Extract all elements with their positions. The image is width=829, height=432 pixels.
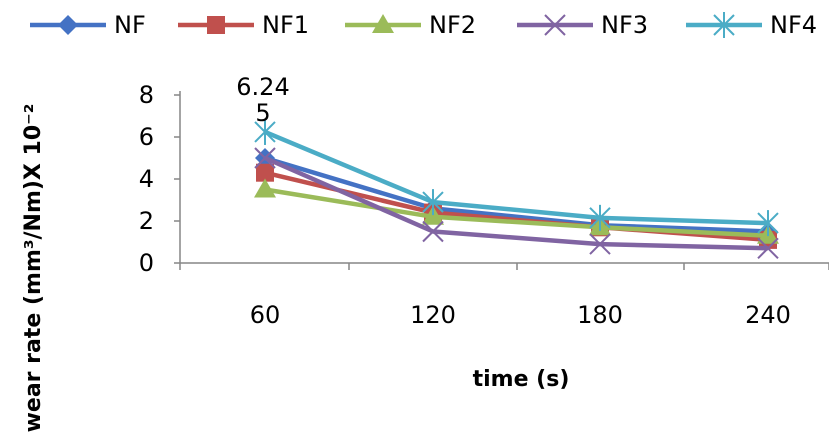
data-point bbox=[422, 205, 444, 225]
series-nf3 bbox=[254, 147, 779, 260]
annotation-peak-value: 6.24 bbox=[236, 73, 289, 101]
legend-label: NF1 bbox=[262, 11, 309, 39]
data-point bbox=[254, 118, 276, 145]
legend-label: NF3 bbox=[601, 11, 648, 39]
legend-item-nf1: NF1 bbox=[178, 11, 309, 39]
data-annotations: 6.24 5 bbox=[236, 73, 289, 127]
series-line bbox=[264, 187, 769, 238]
legend-marker bbox=[207, 16, 225, 34]
series-line bbox=[264, 129, 769, 226]
legend-item-nf4: NF4 bbox=[686, 11, 817, 39]
annotation-exponent: 5 bbox=[255, 99, 270, 127]
series-line bbox=[264, 155, 769, 234]
y-tick-label: 6 bbox=[139, 123, 154, 151]
legend-label: NF4 bbox=[770, 11, 817, 39]
data-point bbox=[757, 210, 779, 237]
y-tick-label: 0 bbox=[139, 249, 154, 277]
y-tick-label: 8 bbox=[139, 81, 154, 109]
x-tick-label: 240 bbox=[745, 301, 791, 329]
data-point bbox=[422, 220, 444, 243]
legend-item-nf2: NF2 bbox=[345, 11, 476, 39]
plot-area: 0 2 4 6 8 60 120 180 240 bbox=[139, 81, 829, 329]
legend-marker bbox=[58, 15, 78, 35]
series-line bbox=[264, 155, 769, 251]
legend-marker bbox=[372, 14, 394, 33]
y-tick-label: 4 bbox=[139, 165, 154, 193]
data-point bbox=[256, 163, 274, 182]
legend-item-nf3: NF3 bbox=[517, 11, 648, 39]
series-nf2 bbox=[254, 178, 779, 244]
series-nf4 bbox=[254, 118, 779, 237]
data-point bbox=[422, 189, 444, 216]
x-tick-label: 60 bbox=[250, 301, 281, 329]
data-point bbox=[254, 147, 276, 169]
x-tick-label: 120 bbox=[410, 301, 456, 329]
x-tick-label: 180 bbox=[577, 301, 623, 329]
legend-marker bbox=[713, 12, 735, 38]
y-tick-label: 2 bbox=[139, 207, 154, 235]
data-point bbox=[589, 233, 611, 255]
data-point bbox=[254, 178, 276, 198]
legend-label: NF2 bbox=[429, 11, 476, 39]
data-point bbox=[757, 237, 779, 260]
legend-item-nf: NF bbox=[30, 11, 146, 39]
legend: NF NF1 NF2 NF3 NF4 bbox=[30, 11, 817, 39]
legend-label: NF bbox=[114, 11, 146, 39]
data-point bbox=[589, 204, 611, 231]
x-axis-title: time (s) bbox=[473, 367, 570, 392]
y-axis-title: wear rate (mm³/Nm)X 10⁻² bbox=[21, 104, 46, 432]
legend-marker bbox=[544, 14, 566, 36]
